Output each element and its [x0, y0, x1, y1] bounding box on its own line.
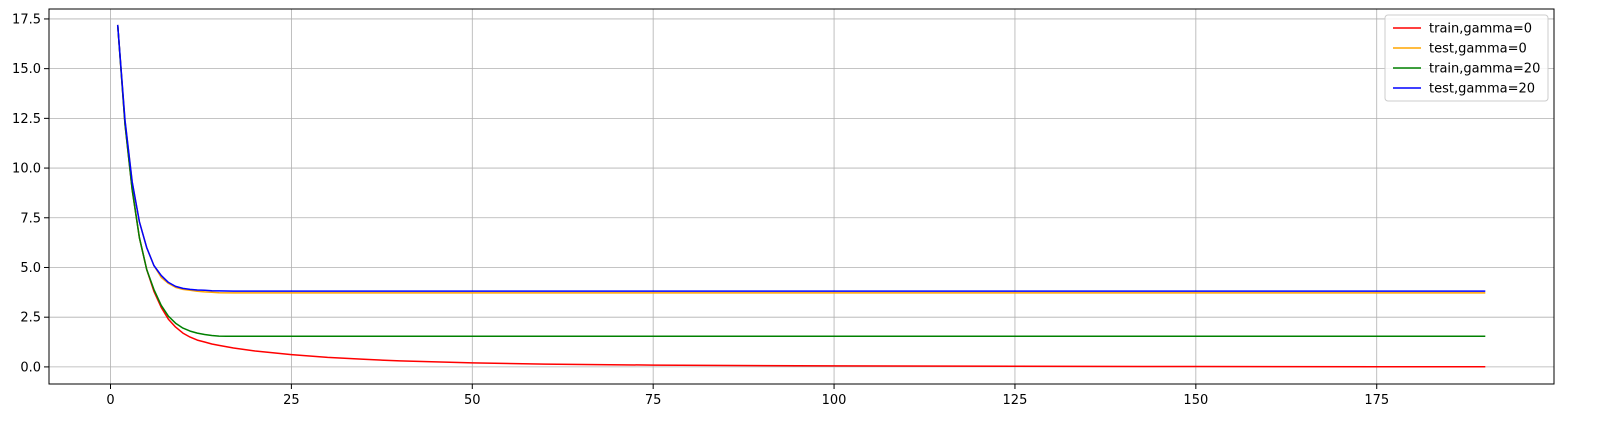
y-tick-label: 15.0 [12, 62, 41, 77]
x-tick-label: 75 [645, 393, 662, 408]
x-tick-label: 0 [106, 393, 114, 408]
legend-label: train,gamma=0 [1429, 22, 1532, 37]
series-line-0 [116, 24, 1486, 368]
series-lines [116, 24, 1486, 368]
y-tick-label: 12.5 [12, 112, 41, 127]
series-line-1 [116, 24, 1486, 294]
y-tick-label: 5.0 [20, 261, 41, 276]
y-tick-label: 10.0 [12, 162, 41, 177]
legend-label: train,gamma=20 [1429, 62, 1540, 77]
y-tick-label: 2.5 [20, 311, 41, 326]
y-tick-label: 0.0 [20, 360, 41, 375]
plot-area-frame [48, 8, 1555, 385]
x-tick-label: 100 [822, 393, 847, 408]
x-tick-label: 25 [283, 393, 300, 408]
grid-lines [49, 9, 1554, 384]
x-tick-label: 175 [1364, 393, 1389, 408]
legend-label: test,gamma=0 [1429, 42, 1527, 57]
y-tick-label: 7.5 [20, 211, 41, 226]
y-axis-ticks: 0.0 2.5 5.0 7.5 10.0 12.5 15.0 17.5 [12, 12, 49, 375]
series-line-2 [116, 24, 1486, 338]
legend-box [1384, 14, 1549, 102]
series-line-3 [116, 24, 1486, 292]
legend: train,gamma=0 test,gamma=0 train,gamma=20 t… [1384, 14, 1549, 102]
x-tick-label: 150 [1183, 393, 1208, 408]
x-tick-label: 125 [1003, 393, 1028, 408]
x-tick-label: 50 [464, 393, 481, 408]
legend-label: test,gamma=20 [1429, 82, 1535, 97]
y-tick-label: 17.5 [12, 12, 41, 27]
x-axis-ticks: 0 25 50 75 100 125 150 175 [106, 384, 1389, 408]
